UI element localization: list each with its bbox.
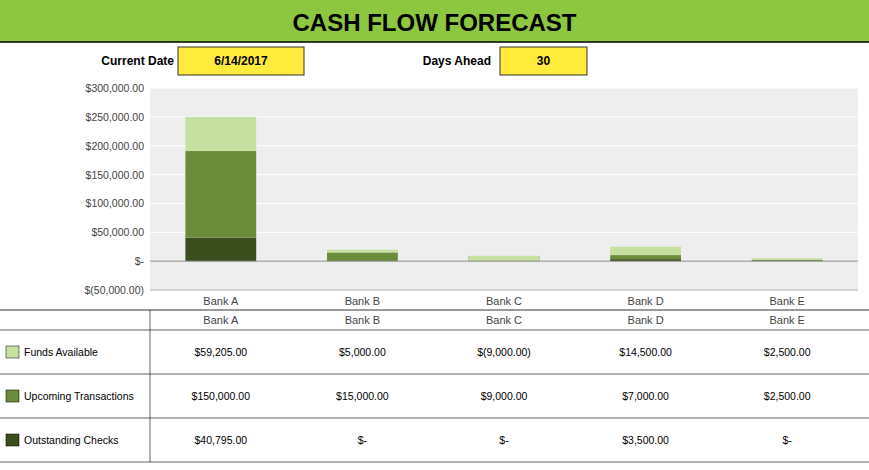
- legend-swatch: [6, 390, 19, 402]
- table-line: [0, 330, 869, 331]
- y-tick-label: $200,000.00: [86, 140, 145, 152]
- table-header: Bank D: [628, 314, 664, 326]
- table-divider: [150, 310, 151, 462]
- table-value: $2,500.00: [764, 346, 811, 358]
- y-tick-label: $300,000.00: [86, 82, 145, 94]
- title: CASH FLOW FORECAST: [293, 9, 577, 36]
- row-label: Upcoming Transactions: [24, 390, 134, 402]
- table-value: $9,000.00: [481, 390, 528, 402]
- info-value: 30: [537, 54, 551, 68]
- info-label: Current Date: [101, 54, 174, 68]
- bar-segment: [610, 247, 681, 255]
- table-value: $40,795.00: [195, 434, 248, 446]
- y-tick-label: $150,000.00: [86, 169, 145, 181]
- grid-line: [150, 88, 858, 89]
- table-value: $(9,000.00): [477, 346, 531, 358]
- title-banner: [0, 0, 869, 42]
- info-label: Days Ahead: [423, 54, 491, 68]
- y-tick-label: $100,000.00: [86, 197, 145, 209]
- y-tick-label: $(50,000.00): [84, 284, 144, 296]
- row-label: Outstanding Checks: [24, 434, 119, 446]
- table-value: $15,000.00: [336, 390, 389, 402]
- y-tick-label: $-: [135, 255, 145, 267]
- x-tick-label: Bank B: [345, 295, 380, 307]
- info-box: [178, 47, 304, 75]
- plot-background: [150, 88, 858, 290]
- info-box: [500, 47, 587, 75]
- bar-segment: [327, 252, 398, 261]
- y-tick-label: $50,000.00: [91, 226, 144, 238]
- table-value: $3,500.00: [622, 434, 669, 446]
- x-tick-label: Bank A: [203, 295, 239, 307]
- table-header: Bank C: [486, 314, 522, 326]
- x-tick-label: Bank E: [769, 295, 804, 307]
- bar-segment: [752, 258, 823, 259]
- bar-segment: [469, 256, 540, 261]
- bar-segment: [327, 250, 398, 253]
- table-value: $150,000.00: [192, 390, 251, 402]
- bar-segment: [185, 117, 256, 151]
- table-value: $-: [358, 434, 368, 446]
- bar-segment: [185, 151, 256, 238]
- legend-swatch: [6, 434, 19, 446]
- table-value: $7,000.00: [622, 390, 669, 402]
- x-tick-label: Bank C: [486, 295, 522, 307]
- table-value: $-: [783, 434, 793, 446]
- info-value: 6/14/2017: [214, 54, 268, 68]
- table-line: [0, 462, 869, 463]
- table-line: [0, 310, 869, 311]
- grid-line: [150, 261, 858, 262]
- table-value: $14,500.00: [619, 346, 672, 358]
- y-tick-label: $250,000.00: [86, 111, 145, 123]
- bars: [185, 117, 822, 261]
- bar-segment: [469, 256, 540, 261]
- legend-swatch: [6, 346, 19, 358]
- table-header: Bank A: [203, 314, 239, 326]
- table-header: Bank E: [769, 314, 804, 326]
- x-axis-line: [150, 290, 858, 291]
- zero-line: [150, 261, 858, 262]
- row-label: Funds Available: [24, 346, 98, 358]
- table-header: Bank B: [345, 314, 380, 326]
- table-value: $5,000.00: [339, 346, 386, 358]
- table-value: $-: [499, 434, 509, 446]
- table-value: $59,205.00: [195, 346, 248, 358]
- table-line: [0, 374, 869, 375]
- banner-border: [0, 41, 869, 43]
- chart: CASH FLOW FORECAST Current Date 6/14/2017 D…: [0, 0, 869, 470]
- bar-segment: [185, 238, 256, 262]
- grid-line: [150, 290, 858, 291]
- x-tick-label: Bank D: [628, 295, 664, 307]
- table-line: [0, 418, 869, 419]
- table-value: $2,500.00: [764, 390, 811, 402]
- bar-segment: [610, 255, 681, 259]
